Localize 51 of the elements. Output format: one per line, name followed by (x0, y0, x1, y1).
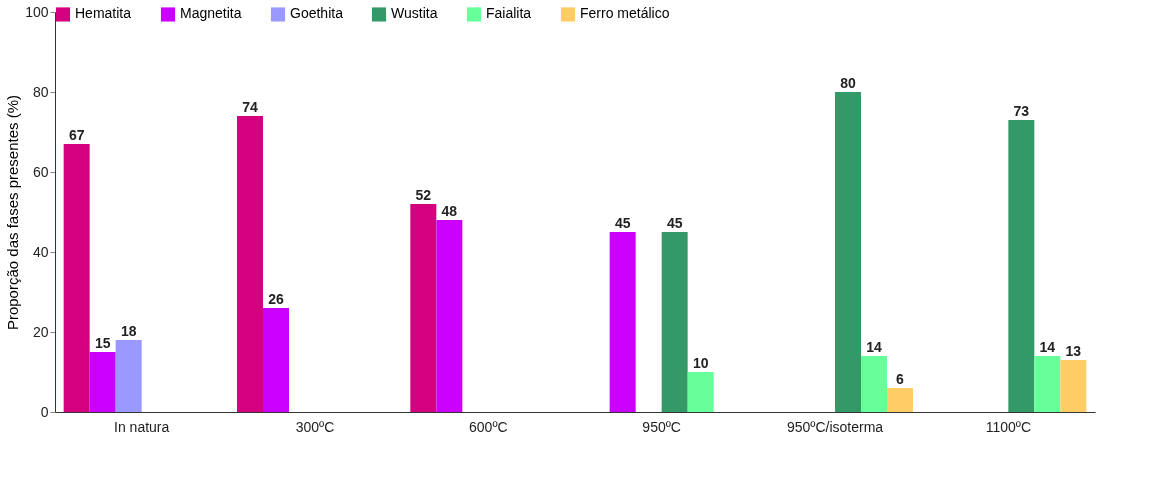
bar (89, 352, 116, 412)
data-label: 45 (614, 215, 631, 231)
y-tick-label: 40 (32, 243, 49, 260)
data-label: 73 (1013, 103, 1030, 119)
data-label: 14 (1039, 339, 1056, 355)
data-label: 26 (268, 291, 284, 307)
y-tick-label: 0 (40, 403, 49, 420)
bar (609, 232, 636, 412)
legend-label: Goethita (290, 5, 344, 22)
legend-label: Hematita (75, 5, 132, 22)
bar (861, 356, 887, 412)
y-tick-label: 20 (32, 323, 49, 340)
data-label: 45 (666, 215, 683, 231)
data-label: 13 (1065, 343, 1082, 359)
x-tick-label: 950ºC/isoterma (786, 418, 884, 435)
bar (687, 372, 714, 412)
data-label: 6 (896, 371, 905, 387)
bar (63, 144, 90, 412)
x-tick-label: 600ºC (469, 418, 508, 435)
data-label: 48 (441, 203, 458, 219)
data-label: 67 (68, 127, 85, 143)
bar (115, 340, 142, 412)
bar (1008, 120, 1035, 412)
data-label: 80 (840, 75, 856, 91)
x-tick-label: 1100ºC (985, 418, 1032, 435)
bar (1034, 356, 1061, 412)
bar (263, 308, 289, 412)
bar (835, 92, 861, 412)
data-label: 15 (94, 335, 111, 351)
bar (1060, 360, 1087, 412)
data-label: 18 (120, 323, 137, 339)
data-label: 74 (242, 99, 258, 115)
bar (410, 204, 437, 412)
legend-label: Faialita (486, 5, 532, 22)
legend-label: Ferro metálico (580, 5, 670, 22)
y-axis-title: Proporção das fases presentes (%) (4, 94, 22, 331)
data-label: 52 (415, 187, 432, 203)
data-label: 14 (866, 339, 882, 355)
x-tick-label: 950ºC (642, 418, 681, 435)
bar (436, 220, 463, 412)
bar (661, 232, 688, 412)
data-label: 10 (692, 355, 709, 371)
x-tick-label: In natura (114, 418, 170, 435)
y-tick-label: 100 (25, 3, 49, 20)
x-tick-label: 300ºC (295, 418, 335, 435)
bar (887, 388, 913, 412)
bar (237, 116, 263, 412)
y-tick-label: 60 (32, 163, 49, 180)
y-tick-label: 80 (32, 83, 49, 100)
legend-label: Magnetita (180, 5, 242, 22)
legend-label: Wustita (391, 5, 438, 22)
